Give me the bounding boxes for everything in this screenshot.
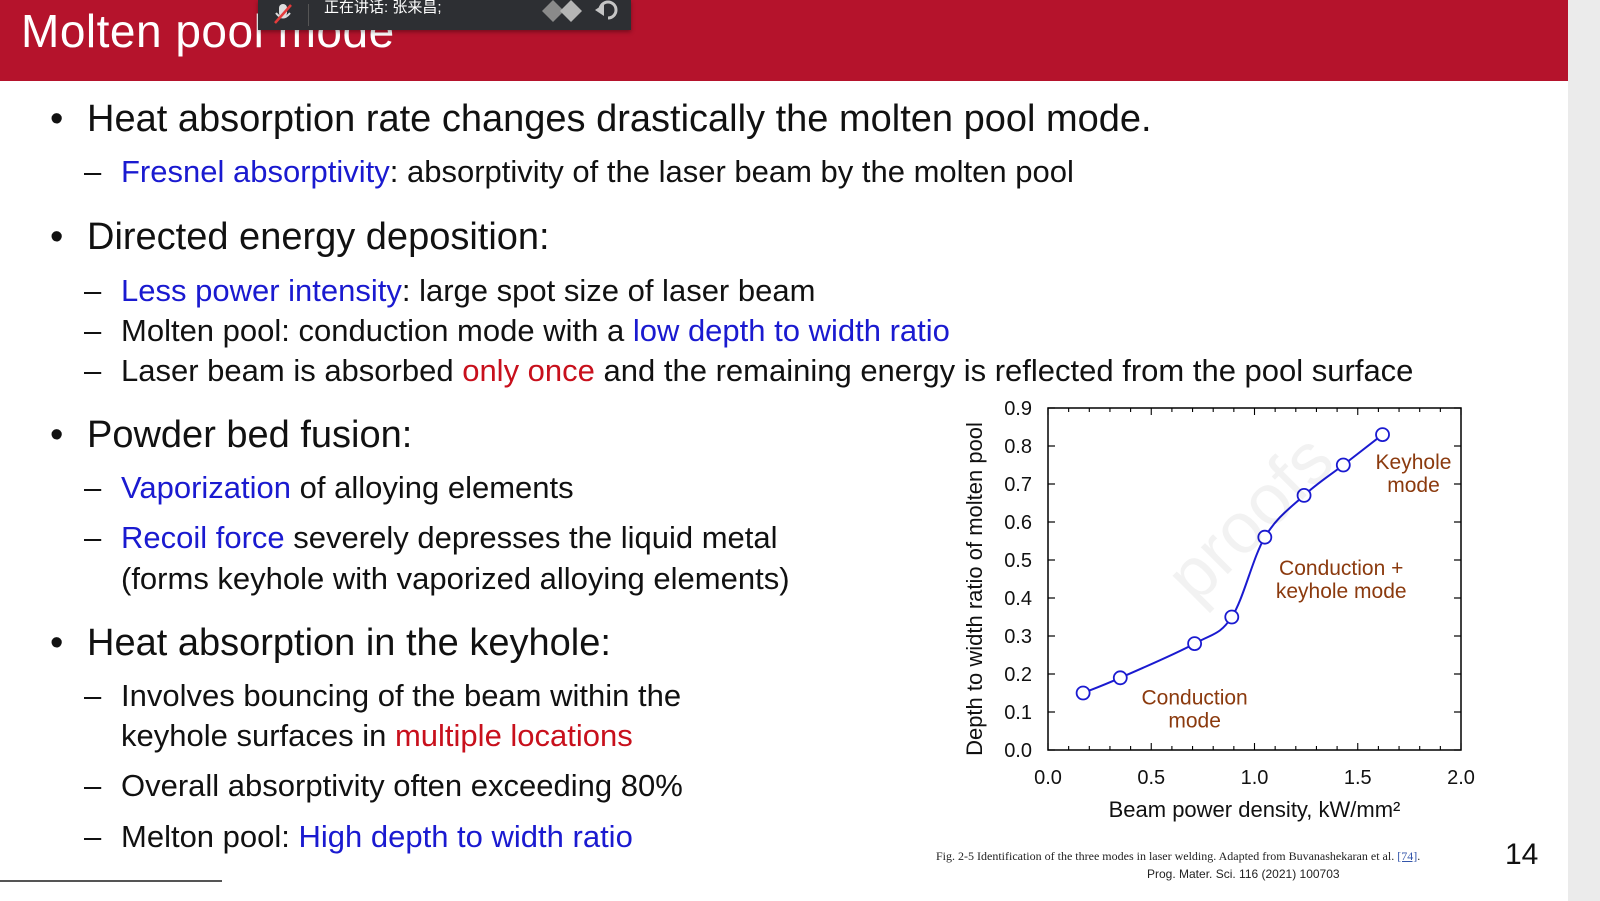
x-axis-label: Beam power density, kW/mm² — [1109, 797, 1401, 822]
sub-bullet: – Vaporization of alloying elements — [84, 470, 574, 505]
sub-bullet-continuation: keyhole surfaces in multiple locations — [121, 718, 633, 753]
slide-header: Molten pool mode — [0, 0, 1568, 81]
sub-bullet: – Molten pool: conduction mode with a low… — [84, 313, 950, 348]
depth-width-ratio-chart: 0.0 0.1 0.2 0.3 0.4 0.5 0.6 0.7 0.8 0.9 0.0 0.5 1.0 1… — [962, 398, 1475, 822]
bullet-heading: • Directed energy deposition: — [50, 216, 550, 258]
undo-icon[interactable] — [594, 0, 622, 22]
chart-annotation: Conduction — [1141, 686, 1247, 709]
divider — [0, 880, 222, 882]
speaking-status: 正在讲话: 张来昌; — [324, 0, 442, 16]
citation-link[interactable]: [74] — [1397, 849, 1418, 863]
y-axis-label: Depth to width ratio of molten pool — [962, 422, 987, 756]
sub-bullet: – Less power intensity: large spot size o… — [84, 273, 816, 308]
chart-annotation: mode — [1168, 709, 1221, 732]
y-tick-label: 0.3 — [1004, 626, 1032, 648]
y-tick-label: 0.6 — [1004, 512, 1032, 534]
data-point — [1375, 427, 1390, 442]
x-tick-label: 0.0 — [1034, 767, 1062, 789]
data-point — [1075, 685, 1091, 701]
y-tick-label: 0.1 — [1004, 702, 1032, 724]
bullet-heading: • Heat absorption rate changes drasticall… — [50, 98, 1152, 140]
chart-annotation: keyhole mode — [1276, 580, 1407, 603]
x-tick-label: 1.0 — [1241, 767, 1269, 789]
chart-annotation: mode — [1387, 474, 1440, 497]
sub-bullet: – Fresnel absorptivity: absorptivity of t… — [84, 154, 1074, 189]
mic-muted-icon[interactable] — [272, 2, 294, 26]
data-point — [1257, 529, 1273, 545]
y-tick-label: 0.7 — [1004, 474, 1032, 496]
data-point — [1335, 457, 1351, 473]
data-point — [1224, 609, 1240, 625]
figure-caption: Fig. 2-5 Identification of the three mod… — [936, 849, 1421, 863]
chart-annotation: Keyhole — [1376, 451, 1452, 474]
sub-bullet: – Laser beam is absorbed only once and th… — [84, 353, 1414, 388]
y-tick-label: 0.4 — [1004, 588, 1032, 610]
page-number: 14 — [1505, 838, 1539, 871]
sub-bullet: – Overall absorptivity often exceeding 80… — [84, 768, 683, 803]
sub-bullet: – Involves bouncing of the beam within th… — [84, 678, 682, 713]
x-tick-label: 2.0 — [1447, 767, 1475, 789]
chart-annotation: Conduction + — [1279, 557, 1403, 580]
divider — [308, 4, 309, 26]
data-point — [1112, 670, 1128, 686]
sub-bullet: – Recoil force severely depresses the liq… — [84, 520, 778, 555]
x-tick-label: 0.5 — [1137, 767, 1165, 789]
journal-reference: Prog. Mater. Sci. 116 (2021) 100703 — [1147, 867, 1340, 881]
series-line — [1082, 433, 1384, 694]
y-tick-label: 0.2 — [1004, 664, 1032, 686]
y-tick-label: 0.8 — [1004, 436, 1032, 458]
data-point — [1296, 488, 1312, 503]
window-edge — [1568, 0, 1600, 901]
y-tick-label: 0.5 — [1004, 550, 1032, 572]
grid-icon[interactable] — [542, 0, 588, 22]
x-tick-label: 1.5 — [1344, 767, 1372, 789]
bullet-heading: • Heat absorption in the keyhole: — [50, 622, 611, 664]
data-point — [1187, 636, 1203, 652]
y-tick-label: 0.9 — [1004, 398, 1032, 420]
y-tick-label: 0.0 — [1004, 740, 1032, 762]
sub-bullet-continuation: (forms keyhole with vaporized alloying e… — [121, 561, 790, 596]
sub-bullet: – Melton pool: High depth to width ratio — [84, 819, 633, 854]
bullet-heading: • Powder bed fusion: — [50, 414, 413, 456]
meeting-status-bar: 正在讲话: 张来昌; — [258, 0, 631, 30]
